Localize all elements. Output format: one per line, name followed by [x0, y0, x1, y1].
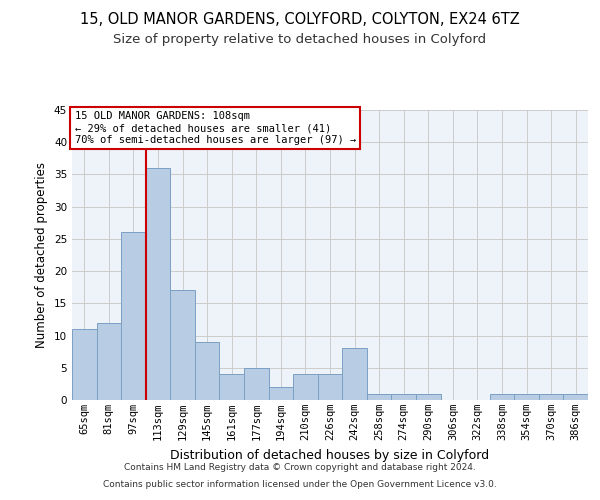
- Bar: [416, 394, 440, 400]
- Bar: [97, 322, 121, 400]
- Bar: [220, 374, 244, 400]
- Bar: [318, 374, 342, 400]
- Bar: [72, 329, 97, 400]
- Text: 15, OLD MANOR GARDENS, COLYFORD, COLYTON, EX24 6TZ: 15, OLD MANOR GARDENS, COLYFORD, COLYTON…: [80, 12, 520, 28]
- Y-axis label: Number of detached properties: Number of detached properties: [35, 162, 49, 348]
- X-axis label: Distribution of detached houses by size in Colyford: Distribution of detached houses by size …: [170, 448, 490, 462]
- Text: Contains HM Land Registry data © Crown copyright and database right 2024.: Contains HM Land Registry data © Crown c…: [124, 464, 476, 472]
- Bar: [269, 387, 293, 400]
- Bar: [490, 394, 514, 400]
- Bar: [342, 348, 367, 400]
- Bar: [514, 394, 539, 400]
- Bar: [367, 394, 391, 400]
- Bar: [244, 368, 269, 400]
- Bar: [293, 374, 318, 400]
- Bar: [195, 342, 220, 400]
- Text: 15 OLD MANOR GARDENS: 108sqm
← 29% of detached houses are smaller (41)
70% of se: 15 OLD MANOR GARDENS: 108sqm ← 29% of de…: [74, 112, 356, 144]
- Bar: [170, 290, 195, 400]
- Bar: [563, 394, 588, 400]
- Bar: [539, 394, 563, 400]
- Bar: [391, 394, 416, 400]
- Bar: [121, 232, 146, 400]
- Bar: [146, 168, 170, 400]
- Text: Contains public sector information licensed under the Open Government Licence v3: Contains public sector information licen…: [103, 480, 497, 489]
- Text: Size of property relative to detached houses in Colyford: Size of property relative to detached ho…: [113, 32, 487, 46]
